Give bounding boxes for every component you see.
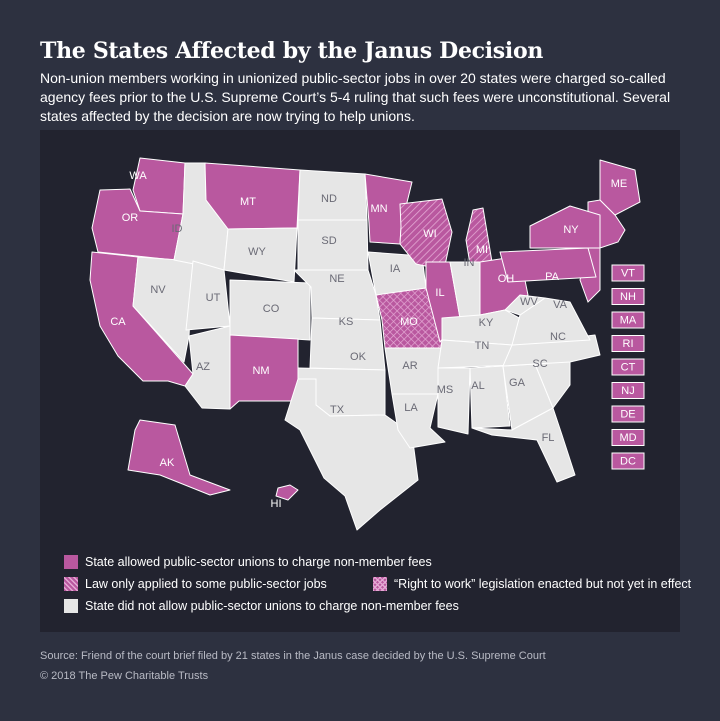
- state-shape-hi: [275, 484, 299, 501]
- small-state-box-nj: [611, 382, 645, 399]
- state-label-mo: MO: [400, 316, 418, 328]
- state-shape-fl: [471, 407, 576, 483]
- state-label-wi: WI: [423, 228, 436, 240]
- state-label-or: OR: [122, 212, 139, 224]
- state-shape-nc: [502, 334, 601, 367]
- page-subtitle: Non-union members working in unionized p…: [40, 70, 671, 124]
- small-state-box-ri: [611, 335, 645, 352]
- legend-swatch-rtw: [373, 577, 387, 591]
- us-states-map: WA OR CA NV ID MT WY UT AZ CO NM ND SD NE KS OK TX MN IA MO…: [89, 157, 645, 531]
- state-label-hi: HI: [271, 498, 282, 510]
- state-label-sd: SD: [321, 235, 336, 247]
- small-state-label-de: DE: [620, 408, 635, 420]
- state-label-nm: NM: [252, 365, 269, 377]
- state-label-il: IL: [435, 287, 444, 299]
- state-label-wy: WY: [248, 246, 266, 258]
- small-state-box-md: [611, 429, 645, 446]
- small-states-boxes: VT NH MA RI CT NJ DE MD DC: [611, 264, 645, 470]
- small-state-label-dc: DC: [620, 455, 636, 467]
- state-shape-me: [599, 159, 641, 216]
- small-state-box-de: [611, 405, 645, 423]
- state-label-nc: NC: [550, 331, 566, 343]
- states-layer: [89, 157, 641, 531]
- state-shape-al: [469, 365, 511, 429]
- state-label-nd: ND: [321, 193, 337, 205]
- legend-swatch-some-jobs: [64, 577, 78, 591]
- state-label-in: IN: [464, 257, 475, 269]
- state-label-wa: WA: [129, 170, 147, 182]
- small-state-label-vt: VT: [621, 267, 635, 279]
- state-label-co: CO: [263, 303, 280, 315]
- state-label-ks: KS: [339, 316, 354, 328]
- state-label-fl: FL: [542, 432, 555, 444]
- legend-some-jobs: Law only applied to some public-sector j…: [85, 577, 327, 591]
- small-state-label-ct: CT: [621, 361, 636, 373]
- state-label-al: AL: [471, 380, 484, 392]
- state-label-ky: KY: [479, 317, 494, 329]
- state-shape-co: [229, 279, 311, 341]
- small-state-box-nh: [611, 288, 645, 305]
- small-state-label-ri: RI: [623, 338, 634, 350]
- legend-allowed: State allowed public-sector unions to ch…: [85, 555, 432, 569]
- legend-not-allowed: State did not allow public-sector unions…: [85, 599, 459, 613]
- state-label-mn: MN: [370, 203, 387, 215]
- state-shape-tx: [284, 378, 419, 531]
- state-label-ut: UT: [206, 292, 221, 304]
- state-label-va: VA: [553, 299, 568, 311]
- source-note: Source: Friend of the court brief filed …: [40, 650, 546, 662]
- small-state-box-ct: [611, 358, 645, 376]
- state-label-ar: AR: [402, 360, 417, 372]
- small-state-label-nj: NJ: [621, 385, 634, 397]
- state-label-id: ID: [172, 223, 183, 235]
- legend-rtw: “Right to work” legislation enacted but …: [394, 577, 692, 591]
- state-label-ms: MS: [437, 384, 454, 396]
- state-shape-wa: [132, 157, 186, 215]
- copyright-note: © 2018 The Pew Charitable Trusts: [40, 670, 209, 682]
- state-shape-wv: [504, 294, 546, 316]
- small-state-box-dc: [611, 452, 645, 470]
- state-label-tn: TN: [475, 340, 490, 352]
- state-label-tx: TX: [330, 404, 345, 416]
- state-label-ny: NY: [563, 224, 579, 236]
- page-title: The States Affected by the Janus Decisio…: [40, 38, 544, 64]
- state-label-ca: CA: [110, 316, 126, 328]
- legend-swatch-not-allowed: [64, 599, 78, 613]
- state-label-wv: WV: [520, 296, 538, 308]
- state-shape-ak: [127, 419, 231, 496]
- legend-swatch-allowed: [64, 555, 78, 569]
- state-shape-ms: [437, 367, 471, 435]
- state-labels-layer: WA OR CA NV ID MT WY UT AZ CO NM ND SD NE KS OK TX MN IA MO…: [110, 170, 627, 510]
- state-label-me: ME: [611, 178, 628, 190]
- state-shape-nm: [229, 334, 299, 410]
- state-label-ok: OK: [350, 351, 367, 363]
- state-shape-pa: [499, 247, 597, 283]
- state-label-ia: IA: [390, 263, 401, 275]
- state-label-az: AZ: [196, 361, 210, 373]
- state-label-la: LA: [404, 402, 418, 414]
- state-label-mt: MT: [240, 196, 256, 208]
- small-state-label-md: MD: [619, 432, 636, 444]
- state-label-sc: SC: [532, 358, 547, 370]
- small-state-label-nh: NH: [620, 291, 636, 303]
- state-label-oh: OH: [498, 273, 515, 285]
- state-label-pa: PA: [545, 271, 560, 283]
- state-label-ak: AK: [160, 457, 175, 469]
- small-state-label-ma: MA: [620, 314, 637, 326]
- state-label-ne: NE: [329, 273, 344, 285]
- small-state-box-ma: [611, 311, 645, 329]
- state-label-nv: NV: [150, 284, 166, 296]
- state-label-ga: GA: [509, 377, 526, 389]
- state-shape-ny: [529, 205, 601, 249]
- state-label-mi: MI: [476, 244, 488, 256]
- small-state-box-vt: [611, 264, 645, 282]
- map-panel: WA OR CA NV ID MT WY UT AZ CO NM ND SD NE KS OK TX MN IA MO…: [40, 130, 680, 632]
